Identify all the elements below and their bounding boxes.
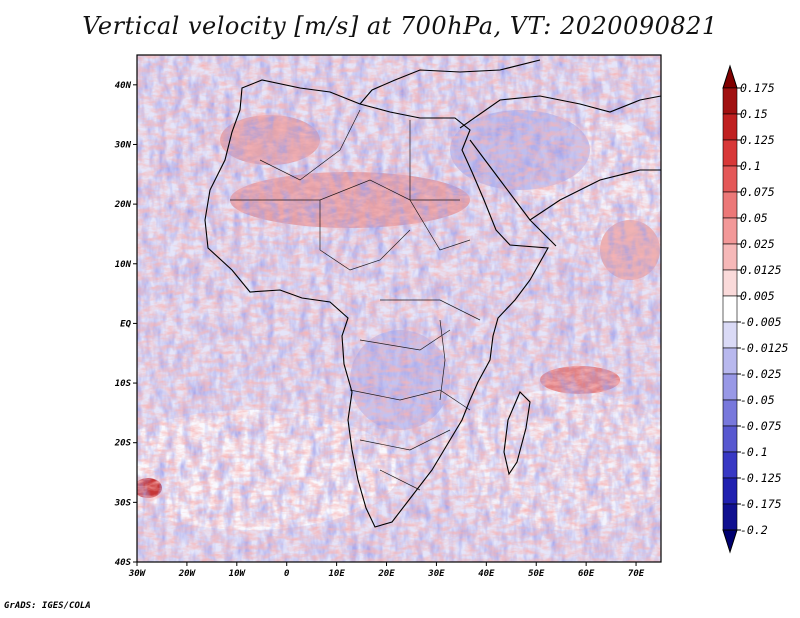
lon-tick-label: 30W (128, 569, 147, 579)
colorbar-label: 0.025 (740, 237, 775, 251)
colorbar-swatch (722, 269, 738, 297)
lon-tick-label: 20W (178, 569, 197, 579)
colorbar-swatch (722, 87, 738, 115)
lon-tick-label: 10W (229, 569, 247, 579)
colorbar-swatch (722, 503, 738, 531)
lon-tick-label: 10E (328, 569, 345, 579)
colorbar-swatch (722, 477, 738, 505)
lon-tick-label: 60E (578, 569, 595, 579)
colorbar-swatch (722, 295, 738, 323)
colorbar-label: 0.15 (740, 107, 768, 121)
colorbar-swatch (722, 165, 738, 193)
colorbar-label: -0.005 (740, 315, 782, 329)
lon-tick-label: 40E (478, 569, 495, 579)
colorbar: 0.175 0.15 0.125 0.1 0.075 0.05 0.025 0.0125 0.0… (722, 64, 789, 554)
colorbar-label: -0.0125 (740, 341, 789, 355)
colorbar-label: -0.075 (740, 419, 782, 433)
colorbar-swatch (722, 347, 738, 375)
country-borders (230, 109, 481, 491)
lat-tick-label: 10S (115, 379, 132, 389)
lat-tick-label: 40N (115, 81, 132, 91)
lon-tick-label: 20E (377, 569, 395, 579)
colorbar-swatch (722, 139, 738, 167)
colorbar-label: 0.175 (740, 81, 775, 95)
plot-frame (136, 54, 662, 563)
map-title: Vertical velocity [m/s] at 700hPa, VT: 2… (82, 12, 718, 40)
colorbar-swatch (722, 451, 738, 479)
lat-tick-label: 20S (114, 439, 132, 449)
lat-tick-label: 30S (114, 498, 132, 508)
lon-tick-label: 30E (427, 569, 445, 579)
plot-area (137, 55, 661, 562)
colorbar-swatch (722, 373, 738, 401)
colorbar-label: -0.2 (740, 523, 768, 537)
lat-tick-label: 20N (114, 200, 132, 210)
lat-tick-label: 40S (115, 558, 132, 568)
colorbar-swatch (722, 399, 738, 427)
map-plot: 40N 30N 20N 10N EQ 10S 20S 30S 40S 30W 20W 10W 0 10E… (114, 54, 789, 579)
colorbar-label: 0.05 (740, 211, 768, 225)
colorbar-label: -0.125 (740, 471, 782, 485)
colorbar-label: -0.1 (740, 445, 768, 459)
coastline (204, 59, 661, 528)
lat-tick-label: EQ (120, 319, 131, 329)
colorbar-label: -0.175 (740, 497, 782, 511)
colorbar-swatch (722, 425, 738, 453)
colorbar-label: -0.025 (740, 367, 782, 381)
colorbar-label: 0.075 (740, 185, 775, 199)
colorbar-label: -0.05 (740, 393, 775, 407)
lon-tick-label: 50E (528, 569, 545, 579)
colorbar-label: 0.1 (740, 159, 761, 173)
lat-tick-label: 30N (114, 140, 132, 150)
colorbar-label: 0.125 (740, 133, 775, 147)
colorbar-swatch (722, 217, 738, 245)
colorbar-swatch (722, 113, 738, 141)
colorbar-label: 0.005 (740, 289, 775, 303)
lon-tick-label: 70E (628, 569, 645, 579)
latitude-axis: 40N 30N 20N 10N EQ 10S 20S 30S 40S (114, 81, 137, 568)
colorbar-cap-bottom (722, 529, 738, 554)
grads-credit: GrADS: IGES/COLA (4, 601, 91, 611)
colorbar-swatch (722, 191, 738, 219)
longitude-axis: 30W 20W 10W 0 10E 20E 30E 40E 50E 60E 70E (128, 562, 645, 579)
lon-tick-label: 0 (284, 569, 290, 579)
colorbar-label: 0.0125 (740, 263, 782, 277)
lat-tick-label: 10N (115, 260, 132, 270)
colorbar-swatch (722, 243, 738, 271)
colorbar-swatch (722, 321, 738, 349)
colorbar-cap-top (722, 64, 738, 89)
